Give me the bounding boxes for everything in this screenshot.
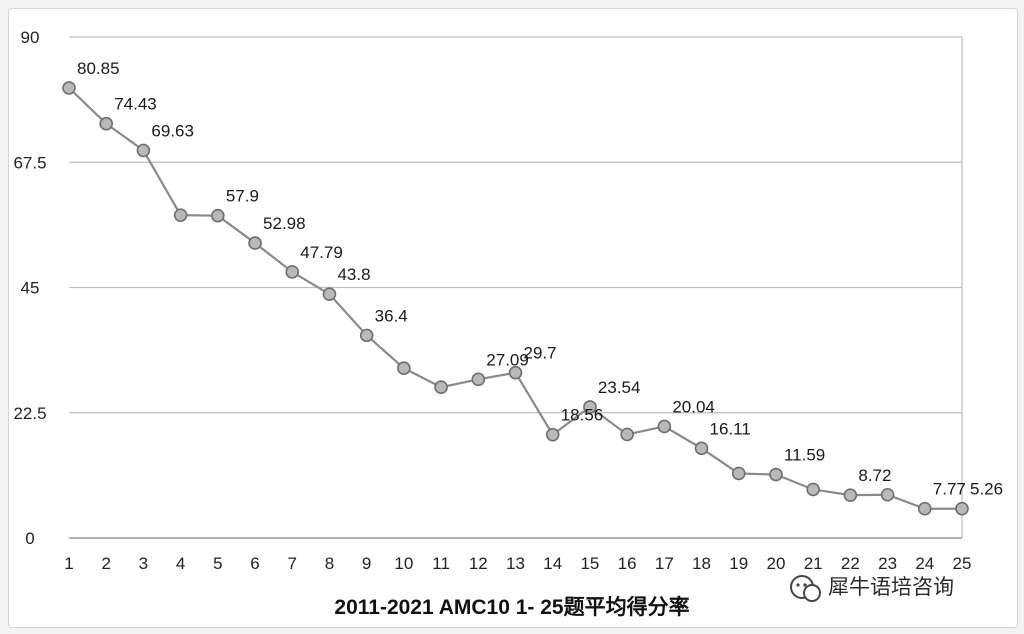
x-tick-label: 13 <box>506 554 525 573</box>
data-point <box>657 419 672 434</box>
x-tick-label: 1 <box>64 554 73 573</box>
series-line <box>68 87 962 510</box>
data-point <box>62 81 76 95</box>
x-tick-label: 17 <box>655 554 674 573</box>
data-point <box>769 467 783 482</box>
x-tick-label: 10 <box>394 554 413 573</box>
data-point <box>434 380 448 394</box>
data-label: 52.98 <box>263 214 306 233</box>
data-label-layer: 80.85 74.43 69.63 57.952.98 47.79 43.8 36.4 27.… <box>77 59 1003 499</box>
data-label: 7.77 <box>933 480 966 499</box>
y-tick-label: 67.5 <box>13 153 46 172</box>
data-point <box>806 482 820 497</box>
x-tick-label: 19 <box>729 554 748 573</box>
x-tick-label: 9 <box>362 554 371 573</box>
data-label: 5.26 <box>970 480 1003 499</box>
wechat-icon <box>790 575 821 602</box>
x-tick-label: 24 <box>915 554 934 573</box>
data-point <box>471 372 486 387</box>
chart-title: 2011-2021 AMC10 1- 25题平均得分率 <box>334 595 689 619</box>
data-point <box>620 427 634 442</box>
x-tick-label: 16 <box>618 554 637 573</box>
data-label: 36.4 <box>375 306 408 325</box>
x-tick-label: 23 <box>878 554 897 573</box>
data-label: 43.8 <box>337 265 370 284</box>
x-tick-label: 12 <box>469 554 488 573</box>
y-tick-label: 0 <box>25 529 34 548</box>
data-point <box>694 441 709 456</box>
data-point <box>173 208 188 222</box>
data-point <box>731 466 746 481</box>
data-point <box>917 501 932 516</box>
x-tick-label: 18 <box>692 554 711 573</box>
series-layer <box>62 81 969 516</box>
x-tick-label: 11 <box>432 554 450 573</box>
data-point <box>955 501 969 516</box>
x-tick-label: 14 <box>543 554 562 573</box>
data-label: 8.72 <box>858 466 891 485</box>
data-point <box>211 208 225 223</box>
x-tick-label: 25 <box>953 554 972 573</box>
data-point <box>880 487 895 502</box>
x-tick-label: 6 <box>250 554 259 573</box>
y-tick-label: 22.5 <box>13 404 46 423</box>
x-tick-label: 3 <box>139 554 148 573</box>
data-point <box>248 236 262 250</box>
data-label: 29.7 <box>524 344 557 363</box>
data-point <box>285 265 300 279</box>
data-label: 27.09 <box>486 350 529 369</box>
data-point <box>136 143 151 158</box>
data-point <box>508 365 523 380</box>
x-tick-label: 15 <box>580 554 599 573</box>
data-point <box>545 427 560 442</box>
y-tick-label: 90 <box>21 28 40 47</box>
x-tick-label: 21 <box>804 554 823 573</box>
x-tick-label: 7 <box>288 554 297 573</box>
data-label: 18.56 <box>561 406 604 425</box>
x-tick-label: 2 <box>101 554 110 573</box>
data-label: 16.11 <box>710 419 751 438</box>
x-tick-label: 22 <box>841 554 860 573</box>
data-label: 23.54 <box>598 378 641 397</box>
x-tick-label: 5 <box>213 554 222 573</box>
data-point <box>397 361 411 376</box>
data-point <box>322 287 337 301</box>
watermark-text: 犀牛语培咨询 <box>828 576 954 599</box>
watermark: 犀牛语培咨询 <box>790 575 954 602</box>
data-label: 74.43 <box>114 95 157 114</box>
chart-frame <box>8 8 1018 628</box>
data-point <box>843 488 858 502</box>
data-point <box>583 400 597 414</box>
data-label: 69.63 <box>151 121 194 140</box>
data-label: 57.9 <box>226 187 259 206</box>
data-label: 80.85 <box>77 59 120 78</box>
x-tick-label: 4 <box>176 554 185 573</box>
data-point <box>359 328 374 343</box>
y-tick-label: 45 <box>21 279 40 298</box>
data-point <box>99 116 114 131</box>
data-label: 11.59 <box>784 446 825 465</box>
data-label: 20.04 <box>672 397 715 416</box>
x-tick-label: 20 <box>766 554 785 573</box>
grid-layer <box>69 36 963 538</box>
x-tick-label: 8 <box>325 554 334 573</box>
data-label: 47.79 <box>300 243 343 262</box>
